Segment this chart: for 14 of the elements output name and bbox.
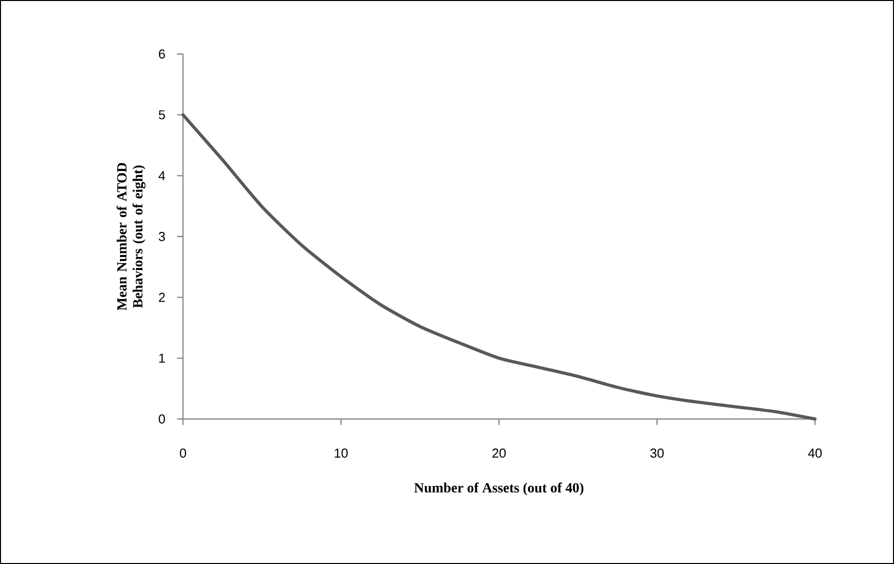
y-axis-title: Mean Number of ATOD Behaviors (out of eight) bbox=[116, 163, 146, 310]
x-tick-label: 40 bbox=[808, 448, 822, 458]
y-tick-label: 3 bbox=[158, 232, 165, 242]
y-tick-label: 4 bbox=[158, 171, 166, 180]
y-tick-label: 1 bbox=[159, 354, 165, 363]
y-tick-label: 0 bbox=[158, 414, 165, 424]
y-tick-label: 2 bbox=[158, 292, 165, 302]
y-tick-label: 5 bbox=[158, 110, 165, 120]
x-tick-label: 20 bbox=[492, 448, 506, 458]
x-tick-label: 0 bbox=[180, 448, 186, 458]
y-tick-label: 6 bbox=[158, 49, 165, 59]
x-axis-title: Number of Assets (out of 40) bbox=[414, 482, 584, 496]
x-tick-label: 10 bbox=[334, 448, 348, 458]
x-tick-label: 30 bbox=[650, 448, 664, 458]
